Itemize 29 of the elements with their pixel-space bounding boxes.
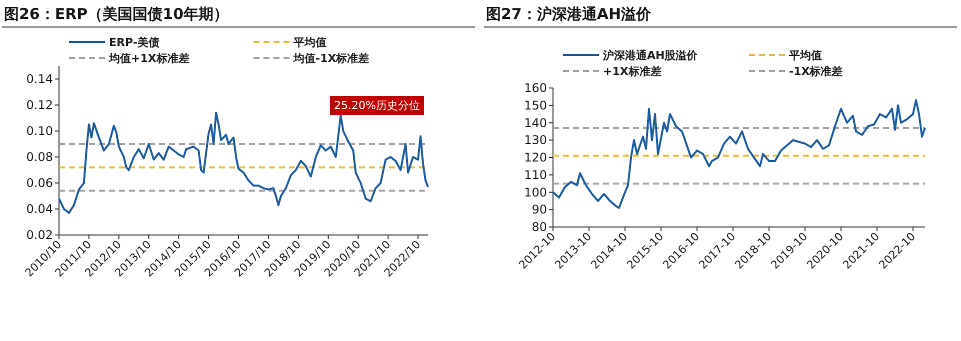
y-tick-label: 0.10 bbox=[26, 124, 53, 138]
annotation: 25.20%历史分位 bbox=[334, 99, 420, 112]
y-tick-label: 90 bbox=[532, 202, 547, 217]
y-tick-label: 0.08 bbox=[26, 150, 53, 164]
legend-label: -1X标准差 bbox=[789, 65, 843, 78]
y-tick-label: 0.14 bbox=[26, 72, 53, 86]
y-tick-label: 0.06 bbox=[26, 176, 53, 190]
y-tick-label: 150 bbox=[524, 98, 547, 112]
y-tick-label: 0.02 bbox=[26, 228, 53, 242]
chart-title: 图27：沪深港通AH溢价 bbox=[486, 5, 652, 23]
legend-label: 平均值 bbox=[788, 49, 822, 62]
legend-label: 均值-1X标准差 bbox=[292, 52, 370, 65]
line-series bbox=[58, 112, 429, 214]
y-tick-label: 140 bbox=[524, 116, 547, 130]
y-tick-label: 120 bbox=[524, 150, 547, 164]
line-series bbox=[552, 99, 926, 209]
legend-label: 平均值 bbox=[292, 36, 326, 49]
y-tick-label: 80 bbox=[532, 220, 547, 234]
legend-label: ERP-美债 bbox=[109, 36, 160, 49]
y-tick-label: 110 bbox=[524, 168, 547, 182]
legend-label: 沪深港通AH股溢价 bbox=[602, 49, 699, 62]
y-tick-label: 160 bbox=[524, 81, 547, 95]
y-tick-label: 0.12 bbox=[26, 98, 53, 112]
legend-label: 均值+1X标准差 bbox=[108, 52, 190, 65]
y-tick-label: 130 bbox=[524, 133, 547, 148]
y-tick-label: 0.04 bbox=[26, 202, 53, 216]
y-tick-label: 100 bbox=[524, 185, 547, 200]
chart-title: 图26：ERP（美国国债10年期） bbox=[4, 5, 229, 23]
legend-label: +1X标准差 bbox=[603, 65, 662, 78]
